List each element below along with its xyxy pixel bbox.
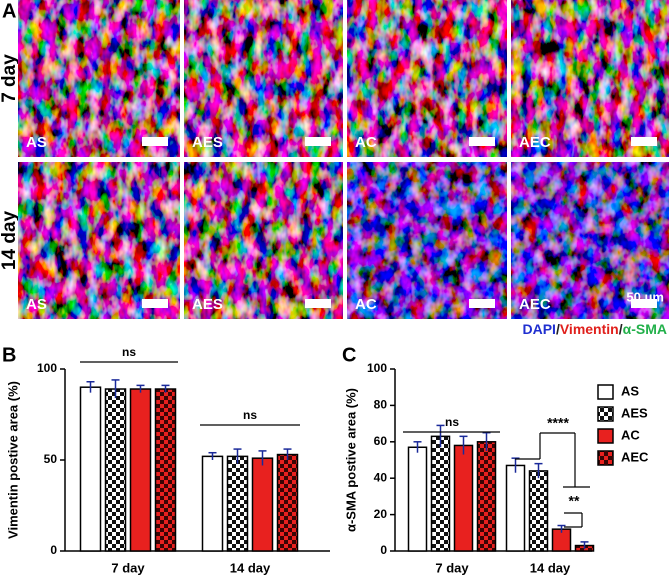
stain-part: Vimentin bbox=[560, 321, 619, 337]
y-tick-label: 100 bbox=[367, 361, 387, 375]
micrograph bbox=[511, 162, 669, 319]
bar bbox=[129, 388, 152, 552]
scale-bar bbox=[631, 299, 657, 308]
legend-swatch bbox=[597, 428, 614, 444]
y-tick-label: 0 bbox=[380, 543, 387, 557]
legend-swatch bbox=[597, 384, 614, 400]
bar bbox=[104, 388, 127, 552]
bar bbox=[154, 388, 177, 552]
stain-part: / bbox=[619, 321, 623, 337]
stain-part: / bbox=[556, 321, 560, 337]
bar bbox=[430, 435, 451, 552]
scale-bar bbox=[142, 299, 168, 308]
y-axis-label: α-SMA postive area (%) bbox=[343, 388, 358, 532]
y-tick-label: 0 bbox=[50, 543, 57, 557]
annotation: ns bbox=[122, 345, 136, 359]
legend-label: AES bbox=[621, 405, 648, 420]
legend-label: AEC bbox=[621, 449, 649, 464]
bar bbox=[251, 457, 274, 552]
bar bbox=[407, 446, 428, 552]
panel-label: C bbox=[342, 344, 356, 366]
scale-bar-label: 50 μm bbox=[626, 289, 664, 304]
tile-label: AEC bbox=[519, 296, 551, 313]
annotation: **** bbox=[547, 415, 569, 431]
annotation: ** bbox=[569, 493, 580, 509]
panel-label: B bbox=[2, 344, 16, 366]
y-tick-label: 20 bbox=[374, 507, 388, 521]
panel-label: A bbox=[2, 0, 16, 22]
bar bbox=[276, 453, 299, 552]
y-tick-label: 50 bbox=[44, 452, 58, 466]
tile-label: AEC bbox=[519, 134, 551, 151]
micrograph bbox=[347, 0, 507, 157]
x-tick-label: 14 day bbox=[530, 560, 571, 575]
tile-label: AS bbox=[26, 134, 47, 151]
scale-bar bbox=[469, 137, 495, 146]
y-tick-label: 80 bbox=[374, 398, 388, 412]
tile-label: AS bbox=[26, 296, 47, 313]
bar bbox=[226, 455, 249, 552]
legend-label: AC bbox=[621, 427, 640, 442]
micrograph bbox=[347, 162, 507, 319]
tile-label: AC bbox=[355, 296, 377, 313]
x-tick-label: 7 day bbox=[435, 560, 469, 575]
scale-bar bbox=[305, 299, 331, 308]
annotation: ns bbox=[445, 415, 459, 429]
stain-part: α-SMA bbox=[623, 321, 667, 337]
stain-legend: DAPI/Vimentin/α-SMA bbox=[523, 321, 668, 337]
legend-swatch bbox=[597, 450, 614, 466]
micrograph bbox=[511, 0, 669, 157]
scale-bar bbox=[305, 137, 331, 146]
bar bbox=[201, 455, 224, 552]
bar bbox=[528, 470, 549, 552]
micrograph bbox=[184, 0, 343, 157]
legend-label: AS bbox=[621, 383, 639, 398]
bar bbox=[476, 441, 497, 552]
scale-bar bbox=[469, 299, 495, 308]
y-tick-label: 100 bbox=[37, 361, 57, 375]
legend-swatch bbox=[597, 406, 614, 422]
annotation: ns bbox=[243, 408, 257, 422]
scale-bar bbox=[142, 137, 168, 146]
x-tick-label: 7 day bbox=[111, 560, 145, 575]
scale-bar bbox=[631, 137, 657, 146]
micrograph bbox=[184, 162, 343, 319]
row-label: 7 day bbox=[0, 54, 20, 103]
row-label: 14 day bbox=[0, 210, 20, 270]
x-tick-label: 14 day bbox=[230, 560, 271, 575]
bar bbox=[505, 464, 526, 552]
tile-label: AES bbox=[192, 134, 223, 151]
micrograph bbox=[18, 0, 180, 157]
y-tick-label: 60 bbox=[374, 434, 388, 448]
bar bbox=[79, 386, 102, 552]
tile-label: AC bbox=[355, 134, 377, 151]
bar bbox=[453, 444, 474, 552]
y-tick-label: 40 bbox=[374, 470, 388, 484]
tile-label: AES bbox=[192, 296, 223, 313]
micrograph bbox=[18, 162, 180, 319]
y-axis-label: Vimentin postive area (%) bbox=[5, 381, 20, 539]
stain-part: DAPI bbox=[523, 321, 556, 337]
